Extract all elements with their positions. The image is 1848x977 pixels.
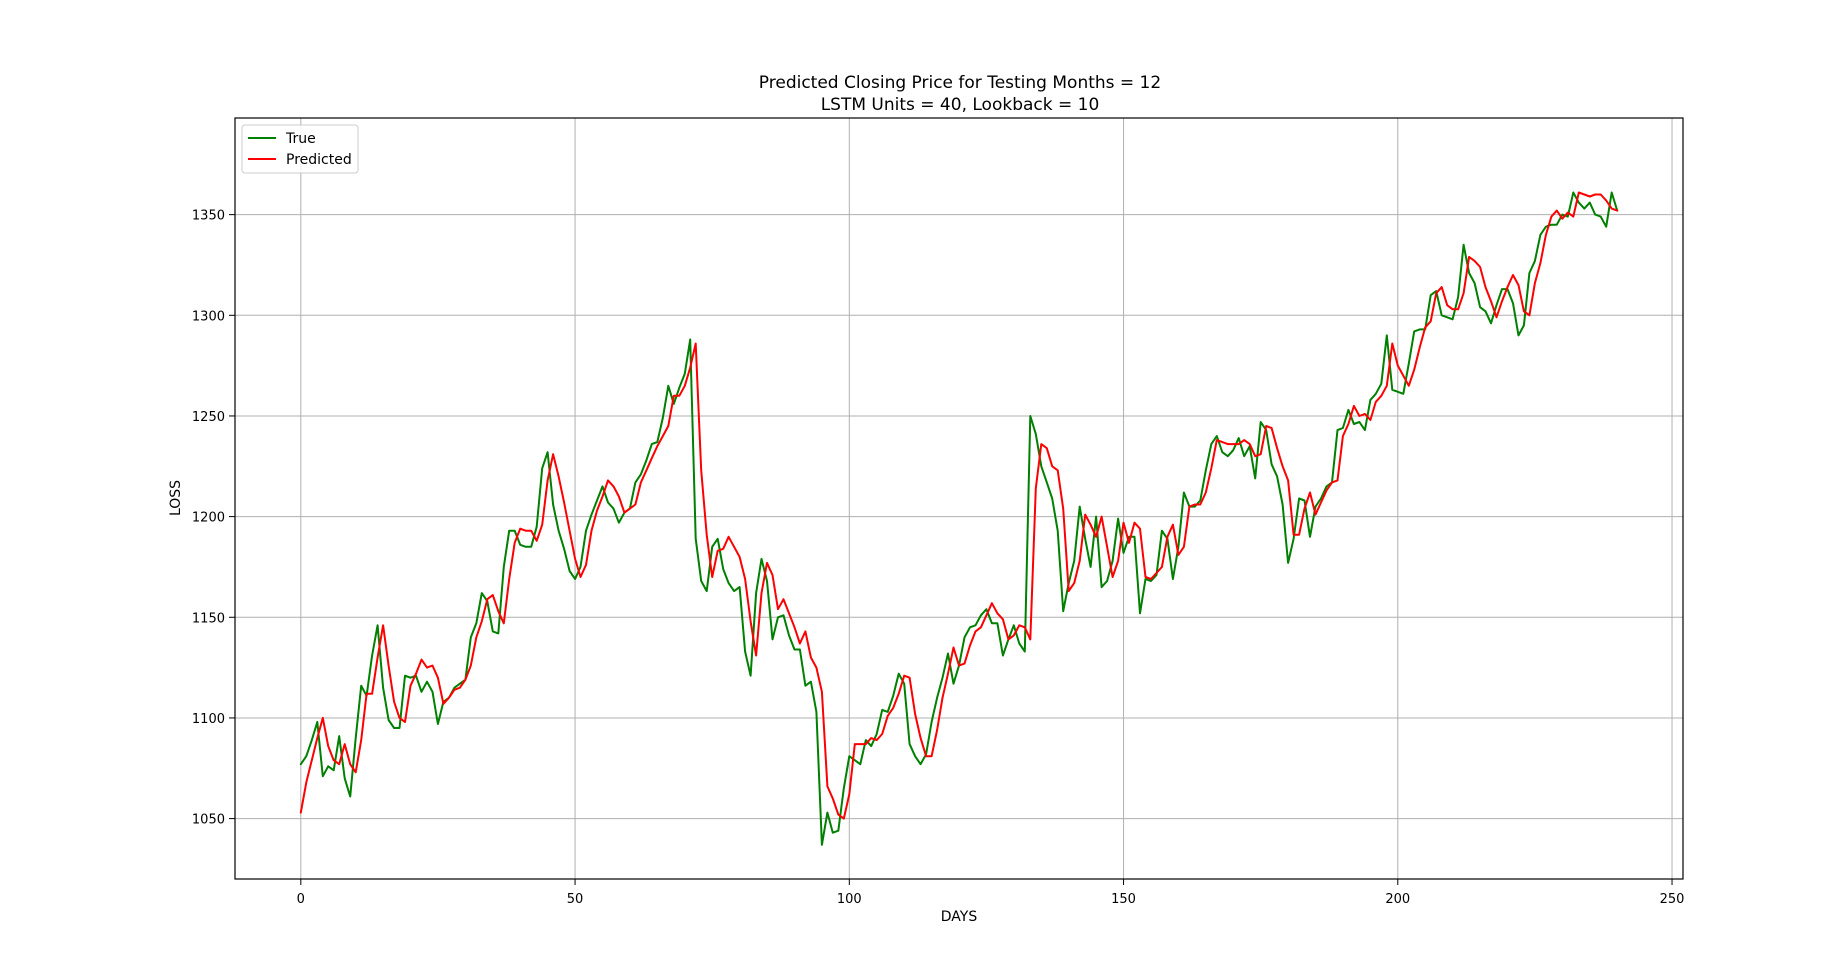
chart-subtitle: LSTM Units = 40, Lookback = 10 (821, 95, 1100, 115)
y-tick-label: 1100 (192, 712, 225, 727)
y-axis-label: LOSS (168, 480, 184, 516)
x-axis-label: DAYS (941, 909, 978, 925)
plot-area-frame (234, 117, 1684, 880)
y-tick-label: 1250 (192, 410, 225, 425)
x-tick-label: 250 (1660, 892, 1685, 907)
x-tick-label: 150 (1111, 892, 1136, 907)
grid (235, 118, 1683, 879)
y-tick-label: 1150 (192, 611, 225, 626)
x-tick-label: 0 (297, 892, 305, 907)
legend-label-predicted: Predicted (286, 152, 352, 168)
y-tick-label: 1200 (192, 511, 225, 526)
x-tick-label: 100 (837, 892, 862, 907)
y-tick-label: 1300 (192, 309, 225, 324)
legend-label-true: True (285, 131, 316, 147)
series-lines (299, 191, 1619, 846)
chart-title: Predicted Closing Price for Testing Mont… (759, 73, 1161, 93)
y-axis-ticks: 1050 1100 1150 1200 1250 1300 1350 (192, 209, 235, 828)
y-tick-label: 1350 (192, 209, 225, 224)
y-tick-label: 1050 (192, 813, 225, 828)
x-tick-label: 200 (1385, 892, 1410, 907)
legend: True Predicted (241, 124, 359, 174)
x-axis-ticks: 0 50 100 150 200 250 (297, 879, 1685, 907)
x-tick-label: 50 (567, 892, 584, 907)
series-line-predicted (299, 191, 1619, 820)
